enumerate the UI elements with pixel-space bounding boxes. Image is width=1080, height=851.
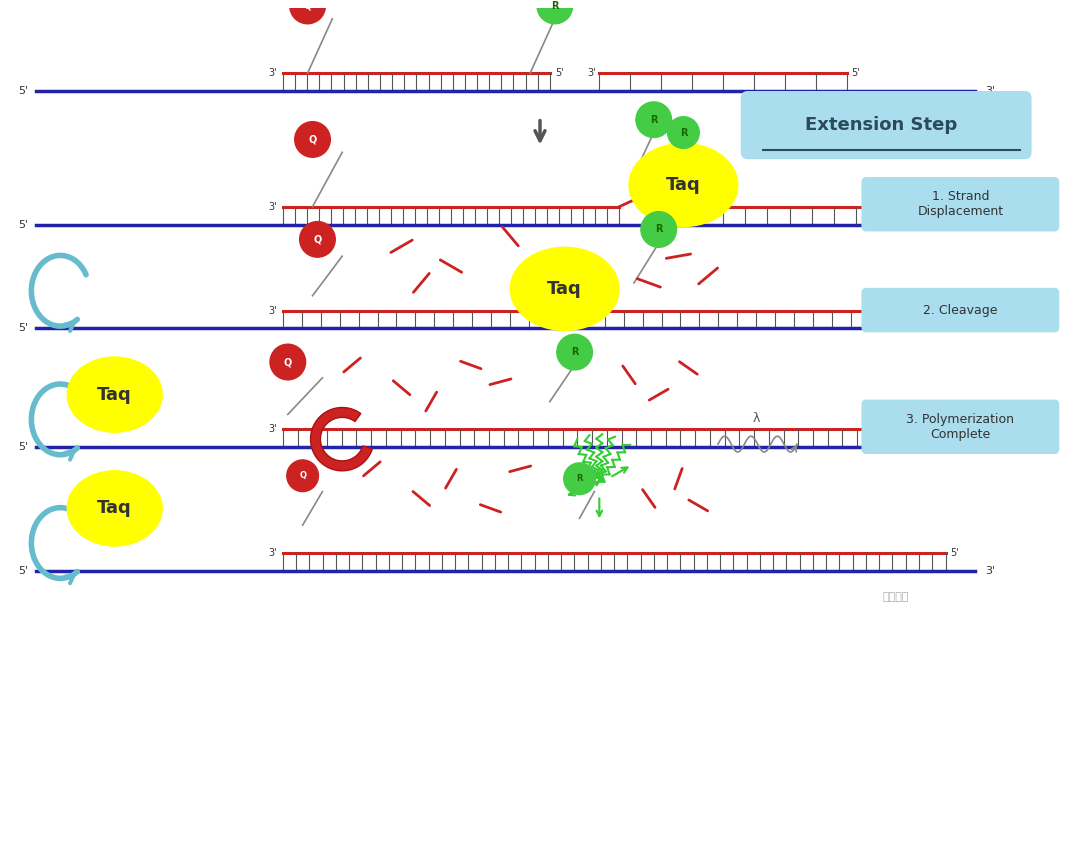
FancyBboxPatch shape: [862, 177, 1059, 231]
Text: Taq: Taq: [97, 386, 132, 403]
Circle shape: [299, 221, 335, 257]
Text: 5': 5': [950, 548, 959, 558]
Circle shape: [636, 102, 672, 138]
Text: R: R: [551, 1, 558, 11]
Circle shape: [667, 117, 699, 148]
Text: Taq: Taq: [666, 176, 701, 194]
Ellipse shape: [67, 357, 162, 432]
Text: Q: Q: [303, 1, 312, 11]
Text: 5': 5': [17, 86, 28, 96]
Circle shape: [564, 463, 595, 494]
Text: 3': 3': [985, 442, 995, 452]
Text: 3': 3': [985, 323, 995, 334]
Text: 3': 3': [985, 566, 995, 575]
Circle shape: [295, 122, 330, 157]
Text: 3': 3': [268, 548, 276, 558]
Text: 3': 3': [268, 425, 276, 434]
Text: 2. Cleavage: 2. Cleavage: [923, 304, 998, 317]
Text: 3': 3': [985, 220, 995, 230]
Ellipse shape: [629, 144, 738, 226]
Text: R: R: [654, 225, 662, 235]
Text: R: R: [650, 115, 658, 125]
Text: 3': 3': [268, 202, 276, 212]
Text: Q: Q: [313, 234, 322, 244]
Text: Q: Q: [284, 357, 292, 367]
Text: 3': 3': [268, 68, 276, 78]
Text: Taq: Taq: [97, 500, 132, 517]
Text: 5': 5': [950, 425, 959, 434]
Text: 5': 5': [17, 442, 28, 452]
Circle shape: [640, 212, 676, 248]
Text: 5': 5': [17, 323, 28, 334]
Text: 5': 5': [950, 306, 959, 316]
Text: 5': 5': [555, 68, 564, 78]
Text: R: R: [577, 474, 583, 483]
Text: Taq: Taq: [548, 280, 582, 298]
Ellipse shape: [67, 471, 162, 546]
Text: 5': 5': [950, 202, 959, 212]
Text: 3': 3': [268, 306, 276, 316]
Circle shape: [289, 0, 325, 24]
FancyBboxPatch shape: [741, 91, 1031, 159]
Text: R: R: [679, 128, 687, 138]
FancyBboxPatch shape: [862, 400, 1059, 454]
Text: 5': 5': [17, 566, 28, 575]
Text: Q: Q: [299, 471, 306, 480]
Circle shape: [270, 344, 306, 380]
Text: 1. Strand
Displacement: 1. Strand Displacement: [917, 191, 1003, 218]
Text: R: R: [571, 347, 579, 357]
Polygon shape: [311, 408, 373, 471]
Circle shape: [537, 0, 572, 24]
Text: λ: λ: [753, 413, 760, 426]
Text: 5': 5': [851, 68, 861, 78]
Circle shape: [557, 334, 593, 370]
Circle shape: [287, 460, 319, 492]
Text: Q: Q: [309, 134, 316, 145]
Ellipse shape: [511, 248, 619, 330]
FancyBboxPatch shape: [862, 288, 1059, 333]
Text: Extension Step: Extension Step: [805, 116, 957, 134]
Text: 释叶生物: 释叶生物: [882, 592, 909, 603]
Text: 3': 3': [588, 68, 596, 78]
Text: 5': 5': [17, 220, 28, 230]
Text: 3': 3': [985, 86, 995, 96]
Text: 3. Polymerization
Complete: 3. Polymerization Complete: [906, 413, 1014, 441]
